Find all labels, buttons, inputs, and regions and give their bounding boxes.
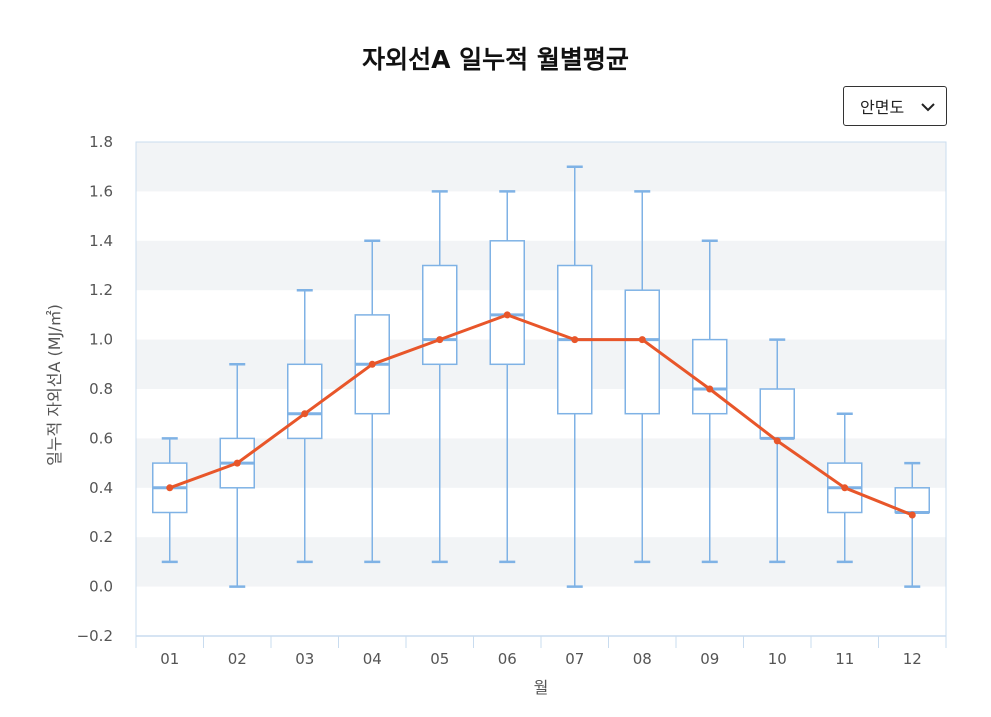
box-iqr: [759, 388, 795, 440]
x-tick-label: 10: [768, 650, 787, 668]
mean-point: [301, 410, 309, 418]
box-12: [894, 461, 930, 588]
y-axis-ticks: 1.8 1.6 1.4 1.2 1.0 0.8 0.6 0.4 0.2 0.0 −0.2: [77, 133, 113, 645]
box-series: [152, 165, 930, 588]
box-08: [624, 190, 660, 564]
y-tick-label: 0.6: [89, 429, 113, 447]
x-axis-label: 월: [534, 678, 549, 697]
y-tick-label: −0.2: [77, 627, 113, 645]
box-iqr: [624, 289, 660, 415]
box-iqr: [489, 240, 525, 366]
y-tick-label: 1.2: [89, 281, 113, 299]
x-tick-label: 04: [363, 650, 382, 668]
mean-line: [169, 313, 913, 517]
grid-bands: [136, 142, 946, 587]
mean-point: [841, 484, 849, 492]
box-iqr: [894, 487, 930, 514]
mean-point: [638, 336, 646, 344]
box-07: [557, 165, 593, 588]
y-tick-label: 0.0: [89, 578, 113, 596]
y-tick-label: 0.2: [89, 528, 113, 546]
box-iqr: [692, 338, 728, 415]
box-10: [759, 338, 795, 564]
mean-point: [706, 385, 714, 393]
grid-band: [136, 537, 946, 587]
grid-band: [136, 142, 946, 192]
x-axis: 01 02 03 04 05 06 07 08 09 10 11 12: [135, 635, 947, 668]
box-03: [287, 288, 323, 564]
x-tick-label: 01: [160, 650, 179, 668]
mean-point: [503, 311, 511, 319]
mean-point: [773, 437, 781, 445]
grid-band: [136, 339, 946, 389]
mean-point: [908, 511, 916, 519]
x-tick-label: 09: [700, 650, 719, 668]
mean-point: [166, 484, 174, 492]
x-tick-label: 08: [633, 650, 652, 668]
x-tick-label: 03: [295, 650, 314, 668]
box-iqr: [287, 363, 323, 440]
mean-point: [436, 336, 444, 344]
x-tick-label: 11: [835, 650, 854, 668]
mean-point: [233, 459, 241, 467]
mean-point: [368, 360, 376, 368]
y-tick-label: 1.0: [89, 331, 113, 349]
x-tick-label: 07: [565, 650, 584, 668]
chevron-down-icon: [921, 103, 935, 112]
mean-line-series: [166, 311, 916, 519]
chart-title: 자외선A 일누적 월별평균: [362, 45, 629, 74]
x-tick-label: 02: [228, 650, 247, 668]
y-tick-label: 1.8: [89, 133, 113, 151]
box-09: [692, 239, 728, 564]
box-06: [489, 190, 525, 564]
y-tick-label: 1.4: [89, 232, 113, 250]
x-tick-label: 12: [903, 650, 922, 668]
y-tick-label: 1.6: [89, 182, 113, 200]
mean-point: [571, 336, 579, 344]
y-tick-label: 0.4: [89, 479, 113, 497]
x-tick-label: 06: [498, 650, 517, 668]
box-iqr: [422, 264, 458, 366]
grid-band: [136, 438, 946, 488]
x-tick-label: 05: [430, 650, 449, 668]
grid-band: [136, 240, 946, 291]
y-axis-label: 일누적 자외선A (MJ/㎡): [45, 304, 64, 466]
region-select[interactable]: 안면도: [843, 86, 947, 126]
y-tick-label: 0.8: [89, 380, 113, 398]
box-05: [422, 190, 458, 564]
region-select-value: 안면도: [860, 98, 905, 117]
